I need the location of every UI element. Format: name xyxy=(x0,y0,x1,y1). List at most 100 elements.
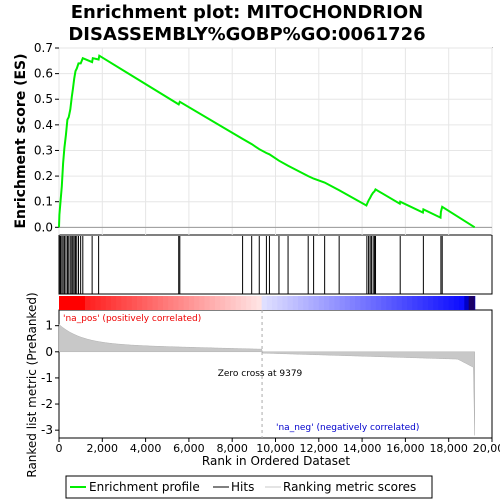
heatmap-cell xyxy=(350,296,356,310)
heatmap-cell xyxy=(262,296,268,310)
x-tick-label: 2,000 xyxy=(87,442,119,455)
heatmap-cell xyxy=(210,296,216,310)
heatmap-cell xyxy=(204,296,210,310)
heatmap-cell xyxy=(194,296,200,310)
heatmap-cell xyxy=(256,296,262,310)
metric-y-tick-label: -2 xyxy=(41,397,53,411)
chart-title-line2: DISASSEMBLY%GOBP%GO:0061726 xyxy=(68,24,425,45)
heatmap-cell xyxy=(428,296,434,310)
heatmap-cell xyxy=(137,296,143,310)
heatmap-cell xyxy=(272,296,278,310)
heatmap-cell xyxy=(444,296,450,310)
heatmap-cell xyxy=(64,296,70,310)
heatmap-cell xyxy=(246,296,252,310)
heatmap-cell xyxy=(319,296,325,310)
metric-y-tick-label: -1 xyxy=(41,371,53,385)
heatmap-cell xyxy=(345,296,351,310)
heatmap-cell xyxy=(392,296,398,310)
heatmap-cell xyxy=(340,296,346,310)
heatmap-cell xyxy=(168,296,174,310)
heatmap-cell xyxy=(366,296,372,310)
es-y-tick-label: 0.4 xyxy=(34,118,53,132)
heatmap-cell xyxy=(355,296,361,310)
heatmap-cell xyxy=(293,296,299,310)
x-tick-label: 14,000 xyxy=(343,442,382,455)
heatmap-cell xyxy=(215,296,221,310)
metric-y-tick-label: -3 xyxy=(41,423,53,437)
x-tick-label: 16,000 xyxy=(386,442,425,455)
heatmap-cell xyxy=(418,296,424,310)
es-y-tick-label: 0.2 xyxy=(34,169,53,183)
heatmap-cell xyxy=(371,296,377,310)
heatmap-cell xyxy=(111,296,117,310)
heatmap-cell xyxy=(142,296,148,310)
heatmap-cell xyxy=(80,296,86,310)
heatmap-cell xyxy=(173,296,179,310)
heatmap-cell xyxy=(85,296,91,310)
heatmap-cell xyxy=(59,296,65,310)
heatmap-cell xyxy=(251,296,257,310)
heatmap-cell xyxy=(101,296,107,310)
x-tick-label: 4,000 xyxy=(130,442,162,455)
x-axis-label: Rank in Ordered Dataset xyxy=(202,454,350,468)
heatmap-cell xyxy=(90,296,96,310)
heatmap-cell xyxy=(407,296,413,310)
heatmap-cell xyxy=(184,296,190,310)
es-y-tick-label: 0.0 xyxy=(34,220,53,234)
heatmap-cell xyxy=(423,296,429,310)
metric-y-ticks: 10-1-2-3 xyxy=(41,319,59,437)
x-tick-label: 20,000 xyxy=(473,442,500,455)
y-axis-label-top: Enrichment score (ES) xyxy=(13,53,29,228)
rank-heatmap xyxy=(59,296,475,310)
heatmap-cell xyxy=(438,296,444,310)
y-axis-label-bottom: Ranked list metric (PreRanked) xyxy=(25,292,39,477)
legend-hits-label: Hits xyxy=(231,480,254,494)
heatmap-cell xyxy=(132,296,138,310)
heatmap-cell xyxy=(282,296,288,310)
heatmap-cell xyxy=(288,296,294,310)
heatmap-cell xyxy=(220,296,226,310)
heatmap-cell xyxy=(189,296,195,310)
heatmap-cell xyxy=(459,296,465,310)
heatmap-cell xyxy=(381,296,387,310)
chart-title-line1: Enrichment plot: MITOCHONDRION xyxy=(71,2,423,23)
es-y-tick-label: 0.7 xyxy=(34,41,53,55)
heatmap-cell xyxy=(147,296,153,310)
heatmap-cell xyxy=(106,296,112,310)
heatmap-cell xyxy=(241,296,247,310)
heatmap-cell xyxy=(116,296,122,310)
es-y-tick-label: 0.3 xyxy=(34,143,53,157)
x-tick-label: 18,000 xyxy=(429,442,468,455)
es-y-tick-label: 0.5 xyxy=(34,92,53,106)
heatmap-cell xyxy=(308,296,314,310)
heatmap-cell xyxy=(449,296,455,310)
heatmap-cell xyxy=(179,296,185,310)
heatmap-cell xyxy=(127,296,133,310)
heatmap-cell xyxy=(298,296,304,310)
heatmap-cell xyxy=(386,296,392,310)
heatmap-cell xyxy=(121,296,127,310)
heatmap-cell xyxy=(95,296,101,310)
pos-correlated-label: 'na_pos' (positively correlated) xyxy=(63,314,201,324)
heatmap-cell xyxy=(199,296,205,310)
heatmap-cell xyxy=(225,296,231,310)
heatmap-cell xyxy=(329,296,335,310)
heatmap-cell xyxy=(412,296,418,310)
heatmap-cell xyxy=(277,296,283,310)
heatmap-cell xyxy=(454,296,460,310)
x-tick-label: 6,000 xyxy=(173,442,205,455)
heatmap-cell xyxy=(69,296,75,310)
heatmap-cell xyxy=(163,296,169,310)
x-tick-label: 8,000 xyxy=(216,442,248,455)
x-tick-label: 0 xyxy=(56,442,63,455)
heatmap-cell xyxy=(402,296,408,310)
heatmap-cell xyxy=(303,296,309,310)
heatmap-end-cell xyxy=(469,296,475,310)
es-y-tick-label: 0.1 xyxy=(34,195,53,209)
x-tick-label: 12,000 xyxy=(300,442,339,455)
heatmap-cell xyxy=(230,296,236,310)
heatmap-cell xyxy=(376,296,382,310)
